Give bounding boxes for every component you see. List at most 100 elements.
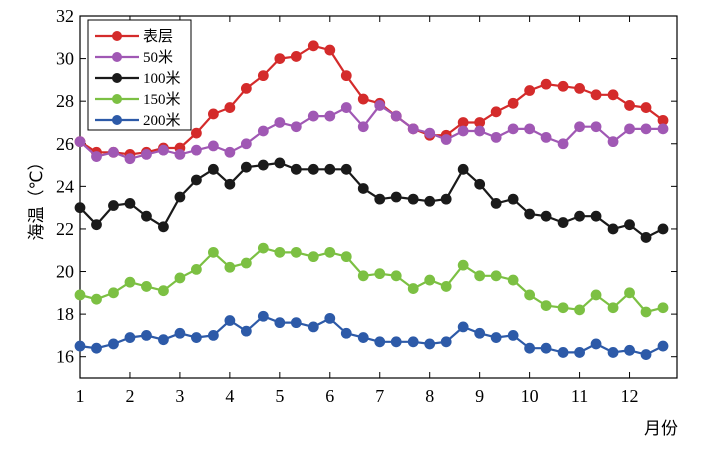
data-point — [124, 197, 136, 209]
series-3 — [74, 157, 669, 243]
data-point — [490, 270, 502, 282]
data-point — [524, 208, 536, 220]
data-point — [440, 134, 452, 145]
y-tick-label: 24 — [56, 176, 74, 196]
data-point — [224, 178, 236, 190]
data-point — [91, 293, 102, 305]
data-point — [640, 232, 652, 243]
data-point — [590, 210, 602, 222]
y-tick-label: 28 — [56, 91, 74, 111]
x-tick-label: 5 — [275, 386, 284, 406]
data-point — [390, 336, 402, 348]
data-point — [390, 110, 402, 122]
legend: 表层 50米 100米 150米 200米 — [87, 19, 192, 131]
data-point — [424, 274, 436, 286]
data-point — [624, 100, 635, 111]
data-point — [307, 321, 319, 333]
data-point — [257, 310, 269, 322]
data-point — [257, 159, 269, 171]
data-point — [158, 285, 169, 297]
data-point — [191, 144, 202, 156]
data-point — [607, 347, 619, 358]
data-point — [657, 340, 669, 352]
data-point — [307, 163, 319, 175]
data-point — [407, 193, 419, 205]
data-point — [624, 123, 635, 135]
data-point — [324, 44, 336, 56]
data-point — [290, 246, 302, 258]
data-point — [124, 276, 136, 288]
data-point — [158, 334, 169, 346]
data-point — [207, 140, 219, 152]
data-point — [524, 289, 536, 301]
y-axis-label: 海温（℃） — [27, 153, 47, 240]
data-point — [507, 97, 519, 109]
data-point — [507, 123, 519, 135]
data-point — [624, 287, 635, 299]
data-point — [141, 281, 152, 292]
data-point — [440, 336, 452, 348]
data-point — [191, 174, 202, 186]
data-point — [224, 146, 236, 158]
legend-label: 表层 — [143, 28, 173, 45]
y-tick-label: 20 — [56, 262, 74, 282]
data-point — [274, 246, 286, 258]
data-point — [607, 302, 619, 314]
data-point — [524, 342, 536, 354]
data-point — [290, 163, 302, 175]
data-point — [540, 131, 552, 143]
data-point — [324, 110, 336, 122]
data-point — [191, 263, 202, 275]
data-point — [607, 223, 619, 235]
series-layer — [74, 40, 669, 360]
data-point — [324, 312, 336, 324]
series-5 — [74, 310, 669, 360]
y-tick-label: 30 — [56, 49, 74, 69]
data-point — [108, 287, 119, 299]
x-tick-label: 4 — [225, 386, 234, 406]
x-tick-label: 1 — [76, 386, 85, 406]
legend-box — [87, 19, 192, 131]
data-point — [424, 127, 436, 139]
data-point — [540, 300, 552, 312]
x-tick-label: 7 — [375, 386, 384, 406]
data-point — [224, 102, 236, 113]
data-point — [657, 302, 669, 314]
x-tick-label: 11 — [571, 386, 588, 406]
data-point — [524, 123, 536, 135]
data-point — [174, 149, 186, 160]
x-tick-label: 10 — [521, 386, 539, 406]
y-tick-label: 32 — [56, 6, 74, 26]
data-point — [524, 85, 536, 96]
data-point — [374, 336, 386, 348]
legend-label: 50米 — [143, 49, 173, 66]
legend-swatch-marker — [112, 31, 122, 41]
legend-swatch-marker — [112, 94, 122, 104]
x-axis: 1 2 3 4 5 6 7 8 9 10 11 12 — [76, 16, 639, 406]
data-point — [407, 123, 419, 135]
data-point — [407, 336, 419, 348]
data-point — [207, 163, 219, 175]
data-point — [457, 125, 469, 137]
data-point — [207, 330, 219, 341]
data-point — [224, 261, 236, 273]
data-point — [257, 242, 269, 254]
series-4 — [74, 242, 669, 318]
data-point — [340, 70, 352, 82]
data-point — [91, 342, 102, 354]
data-point — [540, 210, 552, 222]
data-point — [274, 117, 286, 128]
data-point — [424, 338, 436, 350]
data-point — [457, 321, 469, 333]
data-point — [557, 302, 569, 314]
data-point — [240, 257, 252, 269]
data-point — [657, 223, 669, 235]
data-point — [240, 138, 252, 150]
data-point — [374, 100, 386, 111]
data-point — [557, 80, 569, 92]
data-point — [141, 149, 152, 160]
data-point — [158, 144, 169, 156]
data-point — [407, 283, 419, 294]
data-point — [640, 123, 652, 135]
